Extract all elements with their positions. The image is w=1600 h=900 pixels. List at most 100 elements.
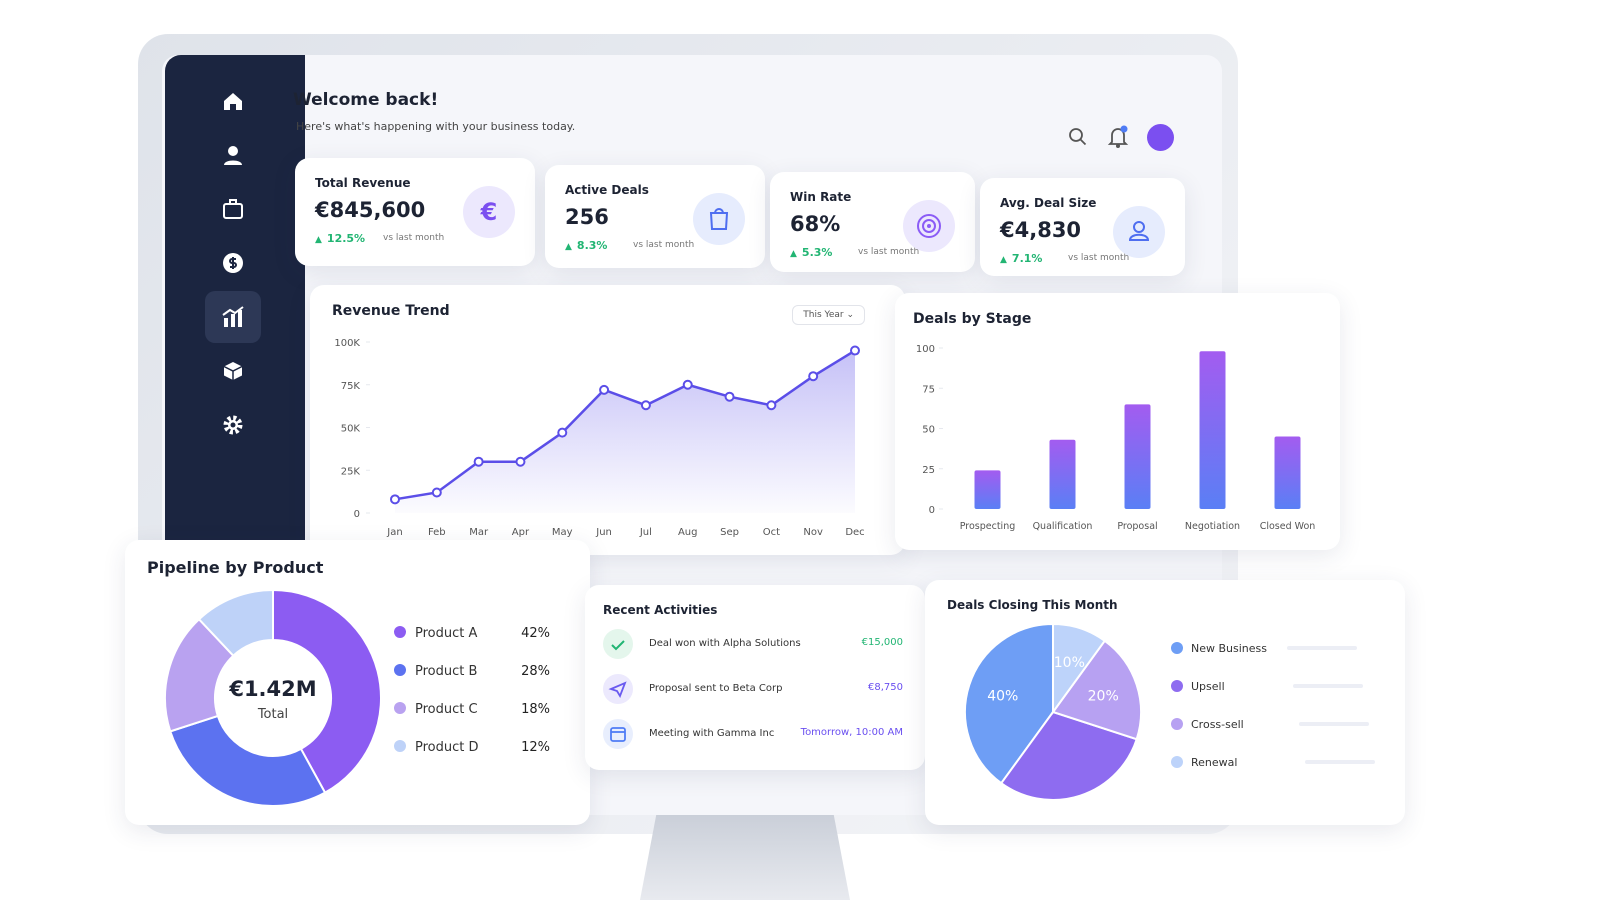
- legend-bar: [1293, 684, 1363, 688]
- search-button[interactable]: [1066, 125, 1090, 149]
- legend-value: 42%: [521, 626, 550, 641]
- welcome-subtitle: Here's what's happening with your busine…: [296, 120, 576, 133]
- kpi-change: ▲ 8.3%: [565, 239, 607, 252]
- legend-swatch: [1171, 718, 1183, 730]
- kpi-note: vs last month: [1068, 253, 1130, 263]
- legend-swatch: [394, 702, 406, 714]
- legend-swatch: [394, 740, 406, 752]
- x-tick-label: Jun: [595, 527, 612, 538]
- legend-value: 12%: [521, 740, 550, 755]
- y-tick-label: 0: [929, 505, 935, 516]
- nav-products[interactable]: [205, 345, 261, 397]
- slice: [999, 710, 1138, 801]
- kpi-card: Total Revenue €845,600 ▲ 12.5% vs last month…: [295, 158, 535, 266]
- kpi-card: Active Deals 256 ▲ 8.3% vs last month: [545, 165, 765, 268]
- kpi-label: Avg. Deal Size: [1000, 196, 1097, 210]
- point: [431, 487, 442, 498]
- legend-swatch: [1171, 756, 1183, 768]
- kpi-change: ▲ 12.5%: [315, 232, 365, 245]
- legend-label: Product B: [415, 664, 477, 679]
- kpi-label: Win Rate: [790, 190, 852, 204]
- activities-card: Recent Activities Deal won with Alpha So…: [585, 585, 925, 770]
- point: [515, 456, 526, 467]
- activity-detail: €8,750: [868, 682, 903, 693]
- donut-chart: Product A 42% Product B 28% Product C 18% Prod…: [164, 588, 550, 807]
- x-tick-label: Mar: [469, 527, 489, 538]
- x-tick-label: May: [552, 527, 573, 538]
- icon: [1128, 221, 1150, 241]
- legend-value: 28%: [521, 664, 550, 679]
- legend-label: Product D: [415, 740, 479, 755]
- change-arrow: ▲: [1000, 255, 1007, 265]
- kpi-value: 256: [565, 205, 609, 229]
- kpi-change: ▲ 7.1%: [1000, 252, 1042, 265]
- x-tick-label: Feb: [428, 527, 446, 538]
- legend-label: Cross-sell: [1191, 718, 1244, 731]
- user-avatar[interactable]: [1147, 124, 1174, 151]
- point: [724, 391, 735, 402]
- legend-bar: [1287, 646, 1357, 650]
- point: [557, 427, 568, 438]
- pipeline-card: Pipeline by Product Product A 42% Product …: [125, 540, 590, 825]
- kpi-note: vs last month: [858, 247, 920, 257]
- card-title: Revenue Trend: [332, 303, 450, 319]
- card-title: Recent Activities: [603, 603, 718, 617]
- legend-label: New Business: [1191, 642, 1267, 655]
- sidebar: [165, 55, 305, 540]
- change-value: 8.3%: [576, 239, 608, 252]
- point: [473, 456, 484, 467]
- kpi-note: vs last month: [633, 240, 695, 250]
- change-value: 12.5%: [326, 232, 366, 245]
- point: [640, 400, 651, 411]
- center-value: €1.42M: [228, 677, 316, 701]
- point: [850, 345, 860, 356]
- legend-bar: [1305, 760, 1375, 764]
- y-tick-label: 75K: [341, 381, 361, 392]
- x-tick-label: Aug: [678, 527, 698, 538]
- activity-text: Deal won with Alpha Solutions: [649, 638, 801, 649]
- icon: [610, 727, 626, 742]
- nav-analytics[interactable]: [205, 291, 261, 343]
- point: [390, 494, 400, 505]
- activity-detail: €15,000: [861, 637, 903, 648]
- x-tick-label: Jul: [639, 527, 652, 538]
- notifications-button[interactable]: [1106, 124, 1132, 150]
- slice: [964, 622, 1054, 785]
- nav-settings[interactable]: [205, 399, 261, 451]
- x-tick-label: Oct: [763, 527, 780, 538]
- y-tick-label: 75: [922, 384, 935, 395]
- card-title: Deals Closing This Month: [947, 598, 1118, 612]
- period-dropdown[interactable]: This Year ⌄: [792, 305, 865, 325]
- area: [395, 350, 855, 513]
- activity-icon: [603, 629, 633, 659]
- legend-label: Product A: [415, 626, 477, 641]
- y-tick-label: 100: [916, 344, 935, 355]
- bar: [1124, 404, 1151, 509]
- x-tick-label: Prospecting: [960, 521, 1016, 532]
- y-tick-label: 50: [922, 425, 935, 436]
- card-title: Pipeline by Product: [147, 558, 324, 577]
- y-tick-label: 25K: [341, 466, 361, 477]
- nav-deals[interactable]: [205, 183, 261, 235]
- slice: [169, 714, 327, 807]
- nav-contacts[interactable]: [205, 129, 261, 181]
- icon: [917, 214, 941, 238]
- line: [394, 349, 856, 501]
- x-tick-label: Qualification: [1033, 521, 1093, 532]
- bar: [1049, 439, 1076, 509]
- card-title: Deals by Stage: [913, 311, 1032, 327]
- change-arrow: ▲: [565, 242, 572, 252]
- bar-chart: 0 25 50 75 100 Prospecting Qualification Propos…: [916, 344, 1316, 532]
- change-value: 7.1%: [1011, 252, 1043, 265]
- slice: [272, 588, 382, 795]
- legend-label: Renewal: [1191, 756, 1237, 769]
- nav-home[interactable]: [205, 75, 261, 127]
- center-label: Total: [257, 707, 288, 722]
- kpi-card: Avg. Deal Size €4,830 ▲ 7.1% vs last month: [980, 178, 1185, 276]
- kpi-icon: [1113, 206, 1165, 258]
- kpi-card: Win Rate 68% ▲ 5.3% vs last month: [770, 172, 975, 272]
- nav-finance[interactable]: [205, 237, 261, 289]
- x-tick-label: Closed Won: [1260, 521, 1316, 532]
- kpi-icon: [693, 193, 745, 245]
